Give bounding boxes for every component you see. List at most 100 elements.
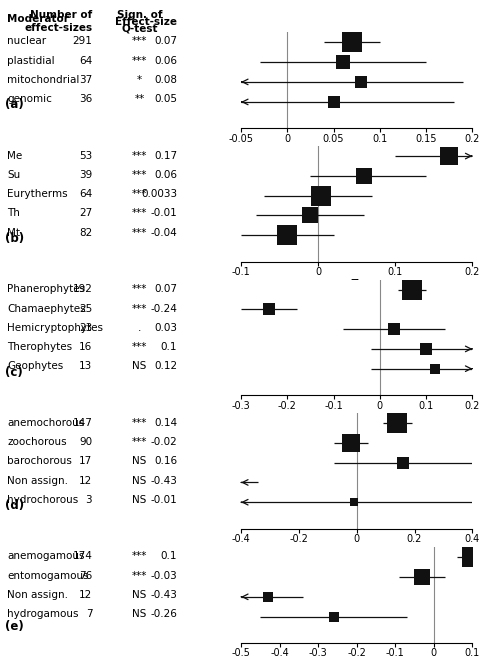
Text: 0.0033: 0.0033: [141, 189, 177, 199]
Point: [265, 304, 273, 315]
Text: ***: ***: [132, 189, 147, 199]
Text: entomogamous: entomogamous: [7, 571, 89, 581]
Text: Chamaephytes: Chamaephytes: [7, 304, 86, 314]
Text: 64: 64: [79, 56, 92, 66]
Text: -0.01: -0.01: [150, 209, 177, 218]
Point: [399, 457, 407, 468]
Point: [307, 210, 315, 220]
Text: .: .: [138, 323, 141, 333]
Text: zoochorous: zoochorous: [7, 437, 67, 447]
Text: 0.08: 0.08: [154, 75, 177, 85]
Point: [348, 37, 356, 47]
Text: NS: NS: [132, 609, 147, 619]
Text: 76: 76: [79, 571, 92, 581]
Text: effect-sizes: effect-sizes: [24, 23, 92, 33]
Text: -0.26: -0.26: [150, 609, 177, 619]
Point: [283, 230, 291, 240]
Text: Moderator: Moderator: [7, 14, 69, 24]
Text: ***: ***: [132, 170, 147, 180]
Text: 0.06: 0.06: [154, 56, 177, 66]
Point: [339, 56, 347, 67]
Text: NS: NS: [132, 457, 147, 466]
Text: 0.16: 0.16: [154, 457, 177, 466]
Text: ***: ***: [132, 552, 147, 562]
Point: [418, 571, 426, 582]
Text: hydrogamous: hydrogamous: [7, 609, 79, 619]
Text: 27: 27: [79, 209, 92, 218]
Text: (b): (b): [5, 232, 24, 245]
Text: 0.07: 0.07: [154, 284, 177, 295]
Point: [468, 552, 476, 562]
Point: [350, 497, 358, 508]
Text: NS: NS: [132, 590, 147, 600]
Text: 0.1: 0.1: [161, 342, 177, 352]
Text: anemochorous: anemochorous: [7, 418, 84, 428]
Text: 64: 64: [79, 189, 92, 199]
X-axis label: Zr: Zr: [350, 278, 363, 291]
Text: 0.03: 0.03: [154, 323, 177, 333]
Text: 0.14: 0.14: [154, 418, 177, 428]
Point: [422, 344, 430, 354]
Point: [431, 363, 439, 374]
Text: NS: NS: [132, 476, 147, 485]
Text: 0.06: 0.06: [154, 170, 177, 180]
Text: -0.01: -0.01: [150, 495, 177, 504]
Text: -0.02: -0.02: [150, 437, 177, 447]
Text: mitochondrial: mitochondrial: [7, 75, 79, 85]
Point: [317, 190, 325, 201]
Point: [347, 438, 355, 448]
Text: 0.17: 0.17: [154, 151, 177, 161]
Text: Non assign.: Non assign.: [7, 590, 68, 600]
Text: ***: ***: [132, 571, 147, 581]
X-axis label: Zr: Zr: [350, 546, 363, 558]
Text: Hemicryptophytes: Hemicryptophytes: [7, 323, 103, 333]
Text: 3: 3: [86, 495, 92, 504]
Text: 17: 17: [79, 457, 92, 466]
Text: Effect-size: Effect-size: [115, 17, 177, 27]
Text: barochorous: barochorous: [7, 457, 72, 466]
Text: *: *: [137, 75, 142, 85]
Text: ***: ***: [132, 151, 147, 161]
Text: 13: 13: [79, 361, 92, 371]
Text: 37: 37: [79, 75, 92, 85]
Text: ***: ***: [132, 228, 147, 237]
Text: 12: 12: [79, 476, 92, 485]
Point: [360, 171, 368, 181]
Text: -0.43: -0.43: [150, 590, 177, 600]
Text: anemogamous: anemogamous: [7, 552, 85, 562]
Text: 39: 39: [79, 170, 92, 180]
Text: hydrochorous: hydrochorous: [7, 495, 78, 504]
Text: -0.24: -0.24: [150, 304, 177, 314]
Text: 7: 7: [86, 609, 92, 619]
Text: Q-test: Q-test: [121, 23, 158, 33]
Point: [330, 611, 337, 622]
Text: -0.03: -0.03: [150, 571, 177, 581]
Text: 0.12: 0.12: [154, 361, 177, 371]
Point: [445, 151, 453, 161]
Text: Number of: Number of: [30, 10, 92, 20]
Text: NS: NS: [132, 495, 147, 504]
Text: -0.43: -0.43: [150, 476, 177, 485]
Text: ***: ***: [132, 37, 147, 47]
Text: ***: ***: [132, 304, 147, 314]
Text: (e): (e): [5, 620, 24, 633]
Text: 174: 174: [73, 552, 92, 562]
Text: Sign. of: Sign. of: [117, 10, 162, 20]
Text: ***: ***: [132, 342, 147, 352]
Text: 192: 192: [73, 284, 92, 295]
Text: 291: 291: [73, 37, 92, 47]
Text: (d): (d): [5, 499, 24, 512]
X-axis label: Zr: Zr: [350, 412, 363, 425]
Text: 36: 36: [79, 94, 92, 104]
Text: ***: ***: [132, 56, 147, 66]
Text: Th: Th: [7, 209, 20, 218]
Text: (a): (a): [5, 98, 24, 112]
Text: 0.1: 0.1: [161, 552, 177, 562]
Text: 16: 16: [79, 342, 92, 352]
Point: [228, 477, 236, 487]
Text: 147: 147: [73, 418, 92, 428]
Text: 25: 25: [79, 304, 92, 314]
Text: ***: ***: [132, 209, 147, 218]
Text: Mt: Mt: [7, 228, 20, 237]
Text: genomic: genomic: [7, 94, 52, 104]
